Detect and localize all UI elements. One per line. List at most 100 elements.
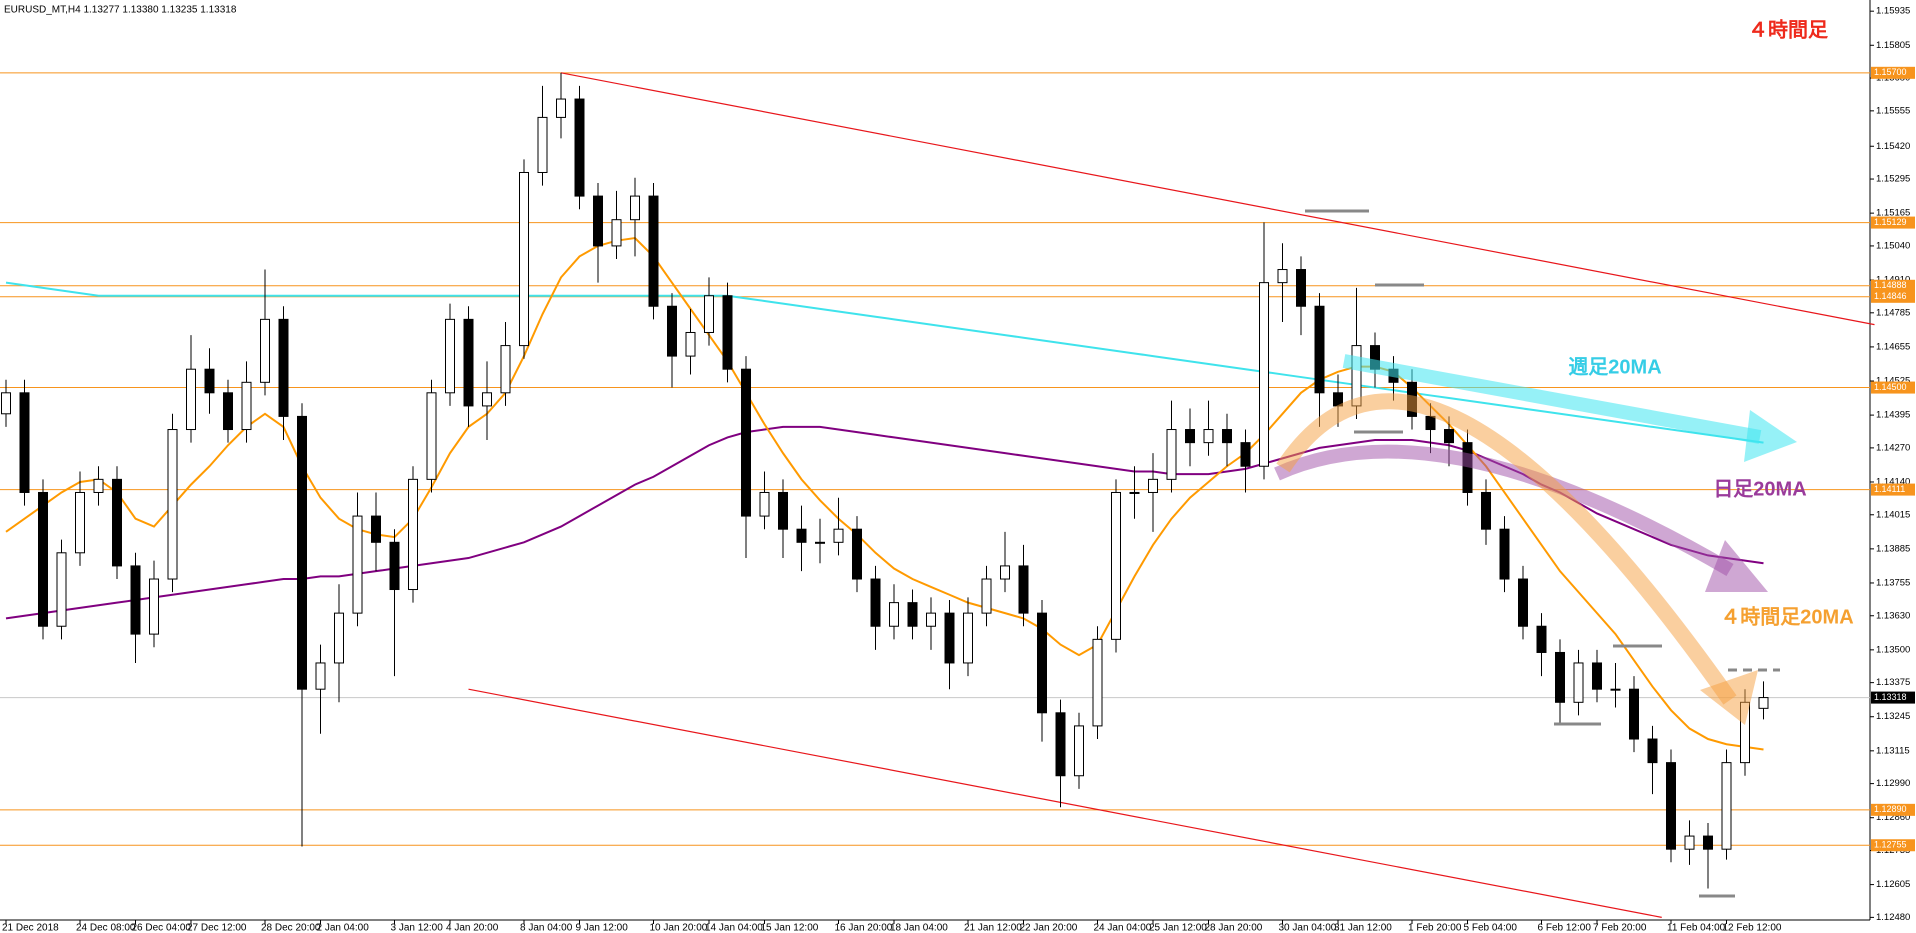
candle-body	[704, 295, 714, 333]
candle-body	[56, 552, 67, 627]
x-tick-label: 30 Jan 04:00	[1279, 923, 1337, 933]
candle-body	[167, 429, 178, 580]
candle-body	[685, 331, 696, 357]
level-label-box	[1871, 290, 1915, 303]
x-tick-label: 28 Jan 20:00	[1205, 923, 1263, 933]
chart-title: ４時間足	[1748, 17, 1829, 41]
candle-body	[1277, 269, 1288, 284]
x-tick-label: 5 Feb 04:00	[1464, 923, 1518, 933]
candle-body	[371, 515, 381, 543]
ma-label: 日足20MA	[1713, 478, 1806, 500]
y-tick-label: 1.13500	[1876, 644, 1910, 655]
x-tick-label: 6 Feb 12:00	[1538, 923, 1592, 933]
arrow	[1276, 393, 1737, 705]
x-tick-label: 16 Jan 20:00	[835, 923, 893, 933]
candle-body	[1000, 565, 1010, 580]
y-tick-label: 1.12605	[1876, 879, 1910, 890]
candle-body	[1314, 305, 1325, 394]
arrow-head	[1744, 410, 1797, 462]
arrow-head	[1700, 670, 1758, 725]
candle-body	[186, 368, 196, 431]
candle-body	[870, 578, 881, 627]
y-tick-label: 1.12860	[1876, 812, 1910, 823]
level-label-box	[1871, 381, 1915, 394]
candle-body	[1148, 478, 1158, 493]
y-tick-label: 1.15555	[1876, 105, 1910, 116]
x-tick-label: 2 Jan 04:00	[317, 923, 370, 933]
candle-body	[426, 392, 437, 480]
candle-body	[981, 578, 992, 614]
y-tick-label: 1.13755	[1876, 577, 1910, 588]
candle-body	[1259, 282, 1269, 467]
arrow	[1342, 354, 1762, 444]
candle-body	[1037, 612, 1047, 714]
y-tick-label: 1.15040	[1876, 240, 1910, 251]
candle-body	[1222, 429, 1232, 444]
annotations: EURUSD_MT,H4 1.13277 1.13380 1.13235 1.1…	[4, 5, 1854, 898]
level-label: 1.14111	[1874, 484, 1905, 494]
y-tick-label: 1.14395	[1876, 410, 1910, 421]
level-label-box	[1871, 66, 1915, 79]
x-tick-label: 24 Dec 08:00	[76, 923, 136, 933]
y-tick-label: 1.14785	[1876, 307, 1910, 318]
candle-body	[537, 116, 548, 173]
x-tick-label: 8 Jan 04:00	[520, 923, 573, 933]
ma-label: ４時間足20MA	[1720, 604, 1853, 628]
candle-body	[519, 171, 529, 347]
candle-body	[1610, 688, 1621, 691]
candle-body	[815, 541, 825, 544]
candle-body	[482, 392, 492, 407]
candle-body	[352, 515, 363, 614]
y-tick-label: 1.14015	[1876, 509, 1910, 520]
candle-body	[926, 612, 936, 627]
candle-body	[93, 478, 104, 493]
x-tick-label: 31 Jan 12:00	[1334, 923, 1392, 933]
x-tick-label: 9 Jan 12:00	[576, 923, 629, 933]
candle-body	[1425, 415, 1436, 431]
candle-body	[759, 491, 770, 517]
candle-body	[1129, 491, 1140, 494]
candle-body	[389, 541, 400, 591]
candle-body	[1629, 688, 1639, 740]
candle-body	[852, 528, 862, 580]
candle-body	[1721, 762, 1732, 850]
x-tick-label: 3 Jan 12:00	[391, 923, 444, 933]
candle-body	[1166, 429, 1177, 480]
x-tick-label: 12 Feb 12:00	[1723, 923, 1782, 933]
level-label: 1.14500	[1874, 382, 1907, 392]
y-tick-label: 1.12990	[1876, 778, 1910, 789]
y-tick-label: 1.15935	[1876, 6, 1910, 17]
ma-label: 週足20MA	[1568, 355, 1661, 378]
y-tick-label: 1.15295	[1876, 174, 1910, 185]
candle-body	[556, 98, 566, 118]
level-label: 1.15129	[1874, 217, 1907, 227]
candle-body	[1647, 738, 1658, 764]
x-tick-label: 26 Dec 04:00	[132, 923, 192, 933]
candle-body	[722, 295, 733, 370]
candle-body	[1444, 429, 1454, 444]
trendline	[468, 688, 1662, 918]
candle-body	[944, 612, 955, 664]
y-tick-label: 1.14655	[1876, 341, 1910, 352]
y-tick-label: 1.14270	[1876, 442, 1910, 453]
candle-body	[1018, 565, 1029, 614]
candle-body	[1573, 662, 1584, 703]
level-markers	[1305, 209, 1780, 898]
x-tick-label: 4 Jan 20:00	[446, 923, 499, 933]
y-tick-label: 1.15805	[1876, 40, 1910, 51]
candle-body	[1351, 345, 1362, 407]
candle-body	[315, 662, 326, 690]
candle-body	[778, 491, 788, 530]
candle-body	[334, 612, 344, 664]
candle-body	[1666, 762, 1676, 850]
candle-body	[130, 565, 141, 635]
candle-body	[1185, 429, 1195, 444]
x-tick-label: 28 Dec 20:00	[261, 923, 321, 933]
x-tick-label: 14 Jan 04:00	[705, 923, 763, 933]
candle-body	[741, 368, 751, 517]
x-tick-label: 10 Jan 20:00	[650, 923, 708, 933]
candle-body	[611, 219, 622, 247]
candle-body	[75, 491, 85, 554]
y-tick-label: 1.14525	[1876, 376, 1910, 387]
